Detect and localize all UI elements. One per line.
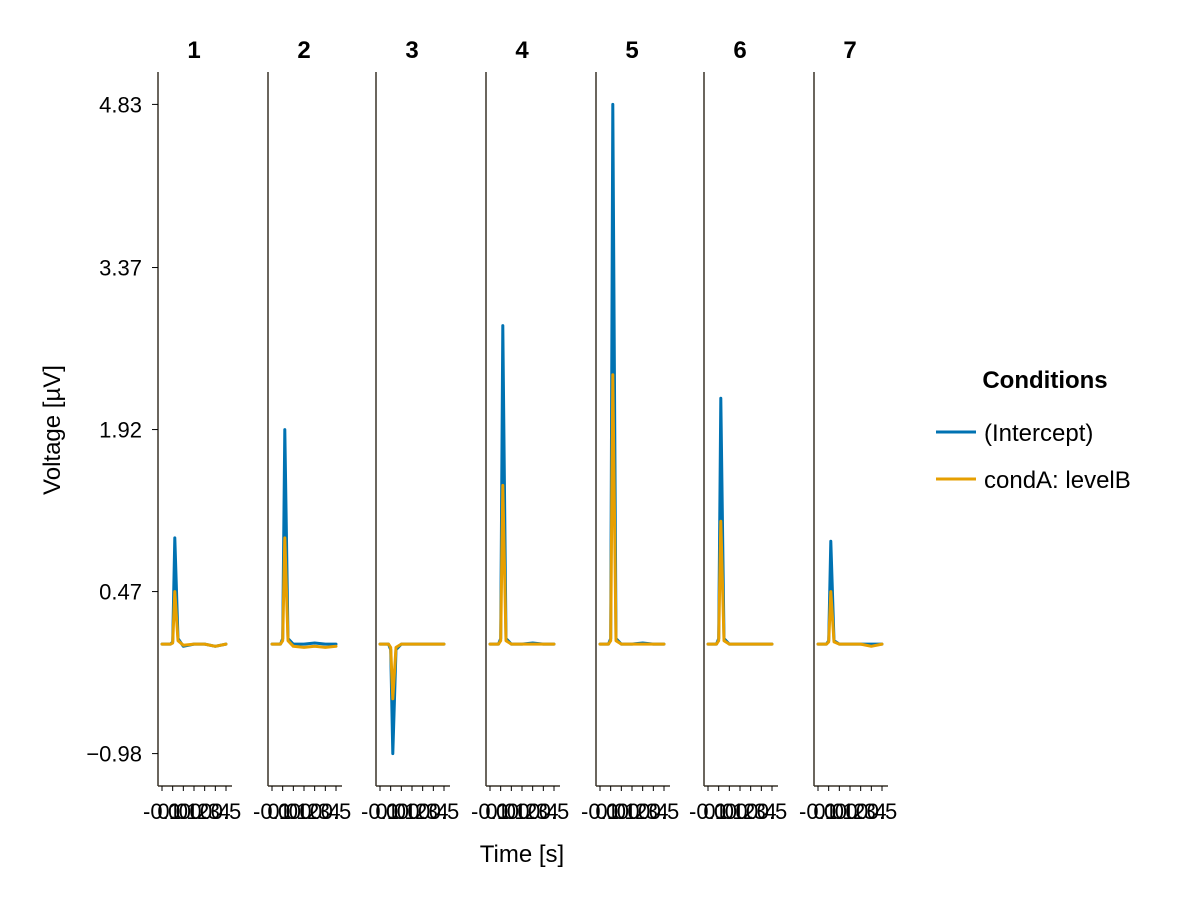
x-tick-label: 0.3 xyxy=(407,799,438,824)
x-tick-label: 0.4 xyxy=(856,799,887,824)
x-tick-label: 0.0 xyxy=(703,799,734,824)
series-line-conda-levelb xyxy=(270,536,338,649)
x-tick-label: 0.4 xyxy=(746,799,777,824)
x-tick-label: 0.4 xyxy=(310,799,341,824)
x-tick-label: 0.3 xyxy=(845,799,876,824)
x-tick-label: -0.1 xyxy=(581,799,619,824)
panel-title: 7 xyxy=(843,37,856,64)
x-tick-label: 0.0 xyxy=(267,799,298,824)
y-tick-label: 4.83 xyxy=(99,92,142,117)
y-tick-label: −0.98 xyxy=(86,742,142,767)
y-tick-label: 3.37 xyxy=(99,256,142,281)
panel-4: 4 -0.10.00.10.20.30.40.5 xyxy=(471,37,569,824)
panel-2: 2 -0.10.00.10.20.30.40.5 xyxy=(253,37,351,824)
x-axis-label: Time [s] xyxy=(480,841,564,868)
y-tick-label: 1.92 xyxy=(99,418,142,443)
series-line-intercept xyxy=(160,536,228,648)
y-tick-label: 0.47 xyxy=(99,580,142,605)
series-line-conda-levelb xyxy=(598,373,666,646)
x-tick-label: 0.4 xyxy=(418,799,449,824)
x-tick-label: 0.0 xyxy=(595,799,626,824)
x-tick-label: 0.3 xyxy=(735,799,766,824)
series-line-intercept xyxy=(706,396,774,646)
x-tick-label: 0.5 xyxy=(321,799,352,824)
legend-label-conda-levelb: condA: levelB xyxy=(984,467,1131,494)
x-tick-label: 0.5 xyxy=(429,799,460,824)
x-tick-label: -0.1 xyxy=(689,799,727,824)
x-tick-label: -0.1 xyxy=(253,799,291,824)
panel-title: 3 xyxy=(405,37,418,64)
x-tick-label: 0.0 xyxy=(157,799,188,824)
y-axis-label: Voltage [µV] xyxy=(39,365,66,495)
series-line-intercept xyxy=(488,324,556,646)
series-line-conda-levelb xyxy=(488,483,556,646)
x-tick-label: 0.0 xyxy=(375,799,406,824)
x-tick-label: 0.2 xyxy=(289,799,320,824)
x-tick-label: 0.3 xyxy=(189,799,220,824)
panel-title: 2 xyxy=(297,37,310,64)
legend-title: Conditions xyxy=(982,367,1107,394)
x-tick-label: 0.0 xyxy=(485,799,516,824)
x-tick-label: 0.1 xyxy=(606,799,637,824)
panel-6: 6 -0.10.00.10.20.30.40.5 xyxy=(689,37,787,824)
x-tick-label: 0.1 xyxy=(714,799,745,824)
x-tick-label: 0.5 xyxy=(867,799,898,824)
x-tick-label: 0.2 xyxy=(397,799,428,824)
series-line-intercept xyxy=(598,102,666,646)
x-tick-label: 0.2 xyxy=(617,799,648,824)
panel-title: 1 xyxy=(187,37,200,64)
series-line-intercept xyxy=(270,428,338,646)
x-tick-label: 0.5 xyxy=(649,799,680,824)
series-line-conda-levelb xyxy=(160,590,228,648)
x-tick-label: 0.3 xyxy=(517,799,548,824)
x-tick-label: -0.1 xyxy=(361,799,399,824)
panel-3: 3 -0.10.00.10.20.30.40.5 xyxy=(361,37,459,824)
x-tick-label: -0.1 xyxy=(471,799,509,824)
x-tick-label: 0.1 xyxy=(168,799,199,824)
panel-title: 5 xyxy=(625,37,638,64)
panel-title: 4 xyxy=(515,37,529,64)
x-tick-label: 0.4 xyxy=(200,799,231,824)
panel-7: 7 -0.10.00.10.20.30.40.5 xyxy=(799,37,897,824)
x-tick-label: 0.5 xyxy=(539,799,570,824)
x-tick-label: 0.5 xyxy=(211,799,242,824)
x-tick-label: 0.1 xyxy=(278,799,309,824)
x-tick-label: -0.1 xyxy=(799,799,837,824)
x-tick-label: 0.1 xyxy=(496,799,527,824)
x-tick-label: 0.5 xyxy=(757,799,788,824)
legend: Conditions (Intercept) condA: levelB xyxy=(936,367,1131,494)
x-tick-label: 0.1 xyxy=(386,799,417,824)
series-line-intercept xyxy=(816,539,884,646)
panel-title: 6 xyxy=(733,37,746,64)
y-axis: −0.98 0.47 1.92 3.37 4.83 xyxy=(86,92,158,767)
series-line-conda-levelb xyxy=(378,642,446,701)
series-line-intercept xyxy=(378,642,446,756)
series-line-conda-levelb xyxy=(816,590,884,648)
legend-label-intercept: (Intercept) xyxy=(984,420,1093,447)
x-tick-label: 0.2 xyxy=(725,799,756,824)
x-tick-label: 0.0 xyxy=(813,799,844,824)
panels-layer: 1-0.10.00.10.20.30.40.52-0.10.00.10.20.3… xyxy=(143,37,897,824)
x-tick-label: 0.4 xyxy=(528,799,559,824)
x-tick-label: 0.2 xyxy=(507,799,538,824)
x-tick-label: 0.1 xyxy=(824,799,855,824)
x-tick-label: 0.3 xyxy=(299,799,330,824)
panel-1: 1 -0.10.00.10.20.30.40.5 xyxy=(143,37,241,824)
x-tick-label: 0.2 xyxy=(835,799,866,824)
x-tick-label: 0.2 xyxy=(179,799,210,824)
panel-5: 5 -0.10.00.10.20.30.40.5 xyxy=(581,37,679,824)
x-tick-label: 0.4 xyxy=(638,799,669,824)
x-tick-label: 0.3 xyxy=(627,799,658,824)
x-tick-label: -0.1 xyxy=(143,799,181,824)
series-line-conda-levelb xyxy=(706,519,774,646)
